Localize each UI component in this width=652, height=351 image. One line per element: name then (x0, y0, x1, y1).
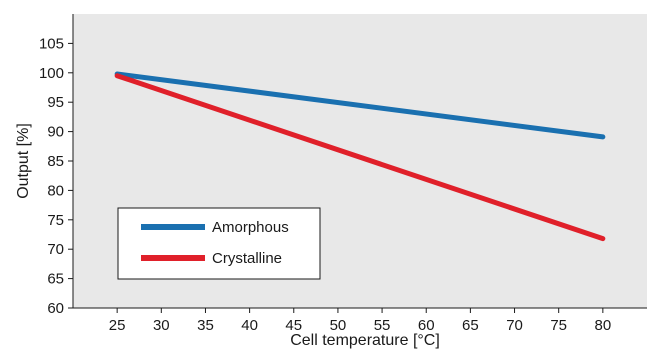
series-line-crystalline (114, 73, 606, 242)
x-tick-label: 30 (153, 317, 170, 334)
x-tick-label: 40 (241, 317, 258, 334)
series-lines (114, 71, 606, 242)
x-axis-ticks: 25 30 35 40 45 50 55 60 65 70 75 80 (109, 308, 611, 334)
x-tick-label: 65 (462, 317, 479, 334)
y-tick-label: 100 (39, 65, 64, 82)
y-tick-label: 105 (39, 35, 64, 52)
y-tick-label: 75 (47, 212, 64, 229)
y-axis-title: Output [%] (15, 123, 32, 199)
legend-label-crystalline: Crystalline (212, 250, 282, 267)
x-tick-label: 75 (550, 317, 567, 334)
x-tick-label: 55 (374, 317, 391, 334)
y-tick-label: 70 (47, 241, 64, 258)
y-tick-label: 90 (47, 124, 64, 141)
y-tick-label: 60 (47, 300, 64, 317)
y-axis-ticks: 60 65 70 75 80 85 90 95 100 105 (39, 35, 73, 317)
x-tick-label: 25 (109, 317, 126, 334)
legend: Amorphous Crystalline (117, 207, 321, 280)
legend-label-amorphous: Amorphous (212, 219, 289, 236)
y-tick-label: 85 (47, 153, 64, 170)
series-line-amorphous (114, 71, 606, 140)
x-tick-label: 70 (506, 317, 523, 334)
x-tick-label: 35 (197, 317, 214, 334)
x-tick-label: 80 (595, 317, 612, 334)
x-tick-label: 45 (285, 317, 302, 334)
y-tick-label: 65 (47, 271, 64, 288)
legend-box (117, 207, 321, 280)
y-tick-label: 80 (47, 182, 64, 199)
x-axis-title: Cell temperature [°C] (290, 332, 440, 349)
y-tick-label: 95 (47, 94, 64, 111)
x-tick-label: 50 (330, 317, 347, 334)
x-tick-label: 60 (418, 317, 435, 334)
